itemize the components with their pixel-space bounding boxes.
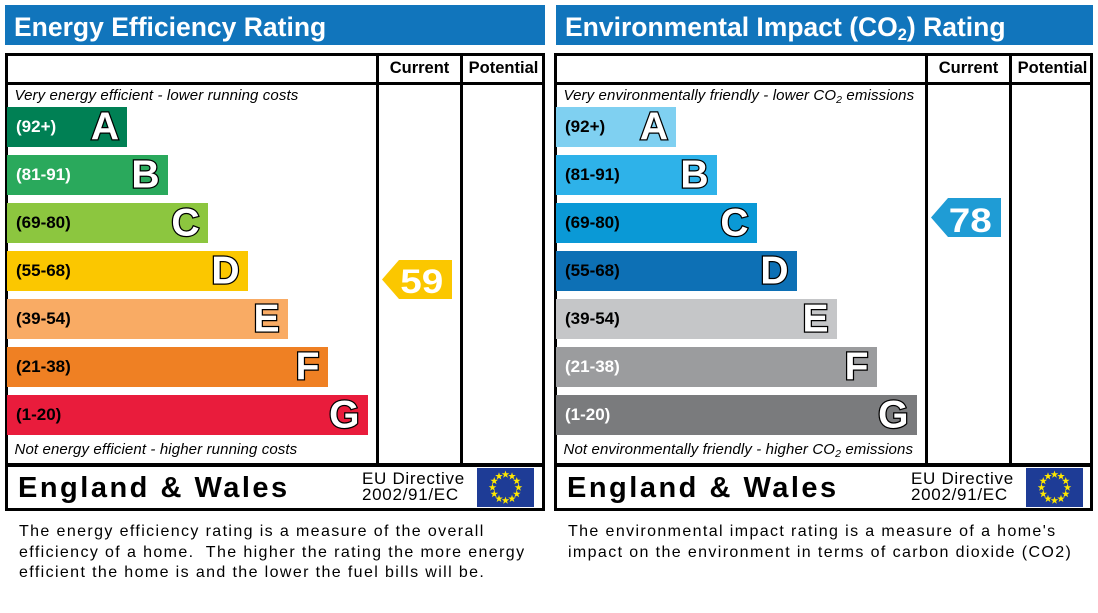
svg-text:59: 59 xyxy=(400,263,443,299)
svg-text:78: 78 xyxy=(949,202,992,237)
